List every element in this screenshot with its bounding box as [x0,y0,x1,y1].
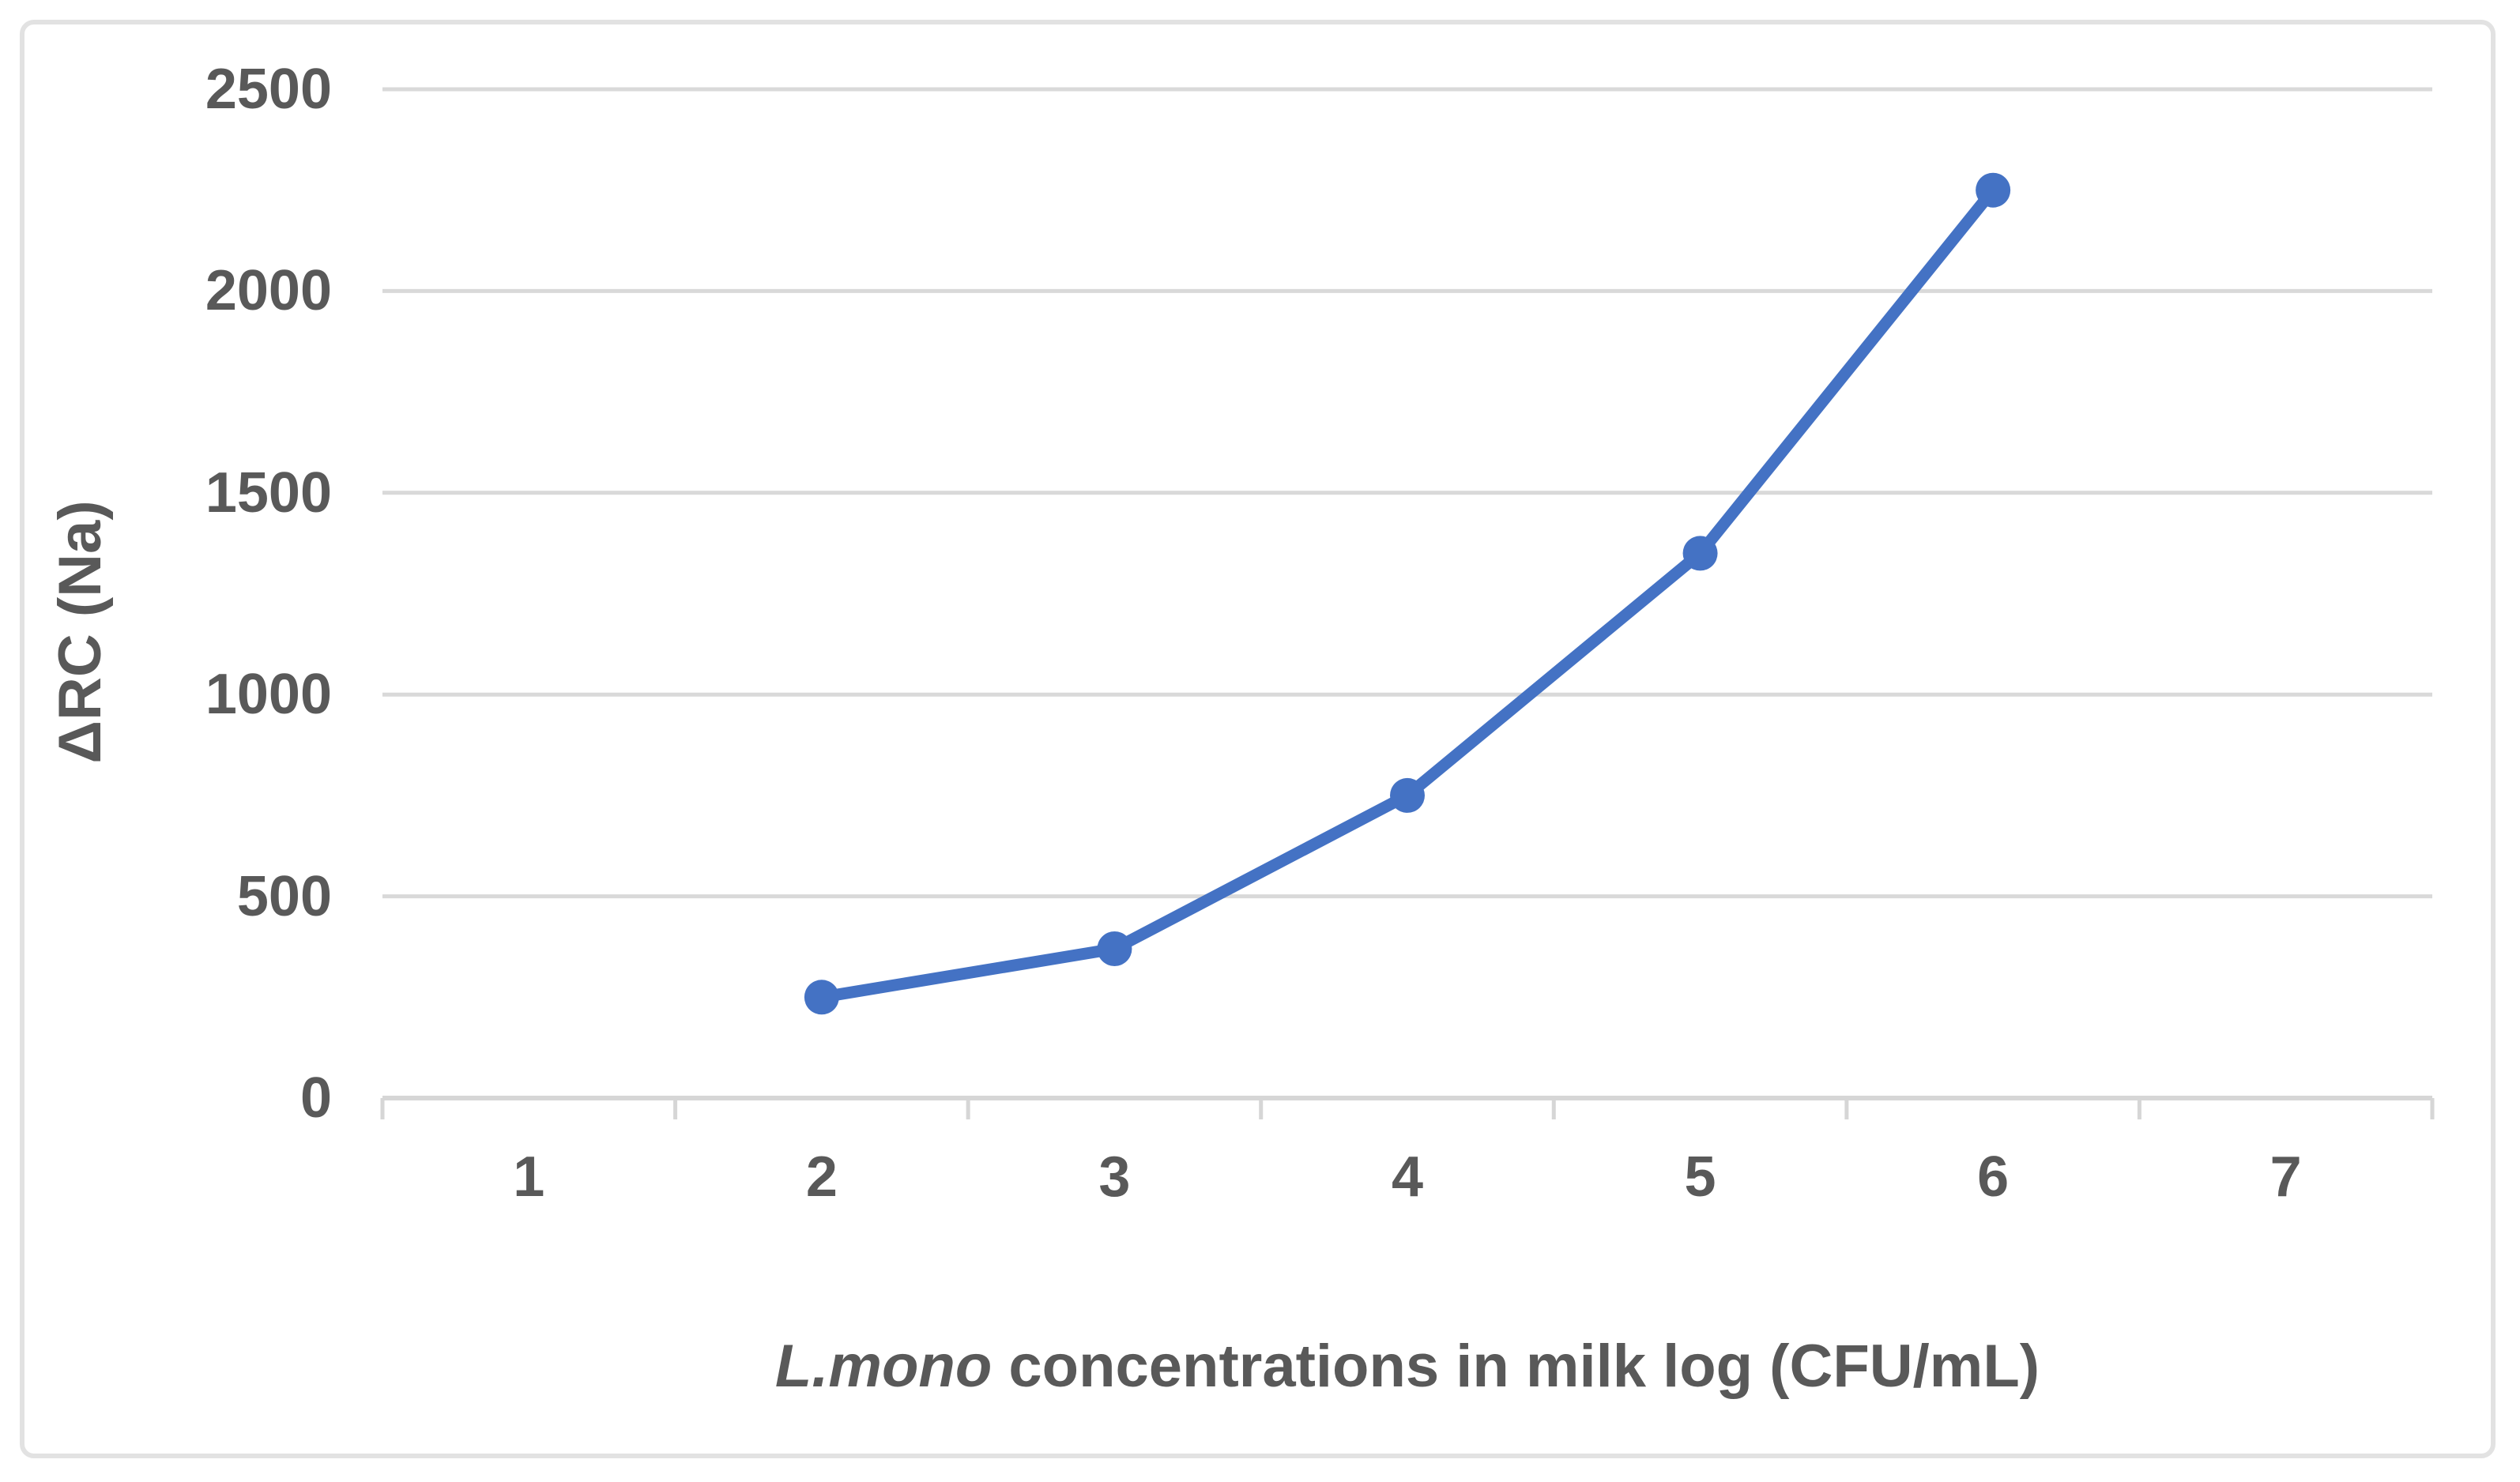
data-point-marker-x6 [1976,172,2011,208]
y-tick-label-500: 500 [236,864,332,928]
y-tick-label-0: 0 [299,1066,332,1130]
x-tick-label-4: 4 [1391,1145,1424,1209]
data-point-marker-x5 [1682,536,1718,571]
x-tick-label-1: 1 [513,1145,545,1209]
x-axis-title: L.mono concentrations in milk log (CFU/m… [382,1329,2432,1405]
x-axis-title-italic-part: L.mono [774,1333,993,1400]
x-tick-label-2: 2 [805,1145,838,1209]
y-axis-title: ΔRC (Na) [47,500,114,764]
data-point-marker-x3 [1097,931,1132,967]
y-tick-label-1500: 1500 [205,461,332,525]
x-tick-label-7: 7 [2270,1145,2302,1209]
data-series-line [816,184,1999,1003]
y-tick-label-1000: 1000 [205,663,332,727]
x-axis-title-regular-part: concentrations in milk log (CFU/mL) [992,1333,2040,1400]
y-tick-label-2500: 2500 [205,58,332,121]
data-point-marker-x2 [804,980,839,1015]
x-tick-label-3: 3 [1098,1145,1131,1209]
chart-border [20,20,2496,1458]
x-tick-label-6: 6 [1977,1145,2010,1209]
x-tick-label-5: 5 [1684,1145,1716,1209]
y-tick-label-2000: 2000 [205,259,332,323]
data-point-marker-x4 [1390,777,1425,813]
